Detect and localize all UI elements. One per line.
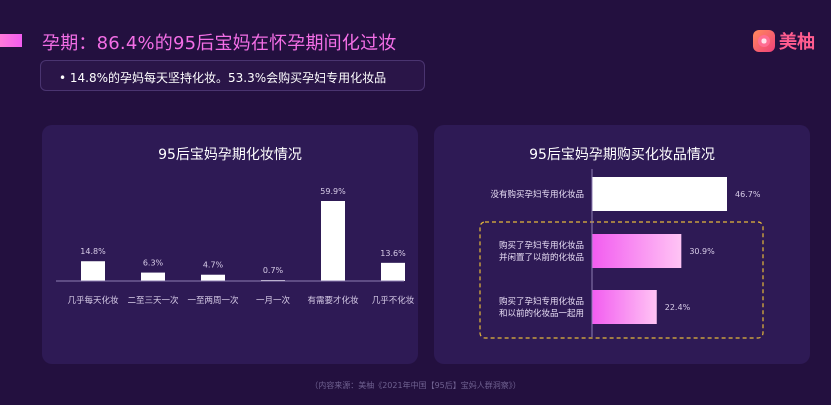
value-label: 13.6% xyxy=(380,249,406,258)
bar xyxy=(592,234,682,268)
value-label: 30.9% xyxy=(689,247,715,256)
category-label: 有需要才化妆 xyxy=(307,295,359,306)
source-footnote: （内容来源：美柚《2021年中国【95后】宝妈人群洞察》） xyxy=(310,381,521,390)
category-label: 几乎不化妆 xyxy=(372,295,415,306)
category-label: 一月一次 xyxy=(256,295,291,306)
makeup-frequency-chart: 14.8% 几乎每天化妆 6.3% 二至三天一次 4.7% 一至两周一次 0.7% 一月一次 5… xyxy=(56,187,415,306)
value-label: 22.4% xyxy=(665,303,691,312)
bar xyxy=(201,274,225,281)
summary-box: • 14.8%的孕妈每天坚持化妆。53.3%会购买孕妇专用化妆品 xyxy=(40,60,425,91)
brand-logo: 美柚 xyxy=(753,28,815,54)
category-label: 几乎每天化妆 xyxy=(67,295,119,306)
value-label: 4.7% xyxy=(203,261,224,270)
category-label: 一至两周一次 xyxy=(187,295,239,306)
bar xyxy=(381,262,405,281)
summary-text: • 14.8%的孕妈每天坚持化妆。53.3%会购买孕妇专用化妆品 xyxy=(59,71,387,85)
bar xyxy=(592,177,727,211)
value-label: 59.9% xyxy=(320,187,346,196)
purchase-chart: 46.7% 没有购买孕妇专用化妆品 30.9% 购买了孕妇专用化妆品并闲置了以前的化妆… xyxy=(479,169,764,339)
purchase-panel: 95后宝妈孕期购买化妆品情况 46.7% 没有购买孕妇专用化妆品 30.9% 购买了孕… xyxy=(434,125,810,364)
bar xyxy=(321,201,345,281)
bar xyxy=(81,261,105,281)
value-label: 0.7% xyxy=(263,266,284,275)
highlight-box xyxy=(479,221,764,339)
value-label: 6.3% xyxy=(143,259,164,268)
category-label: 二至三天一次 xyxy=(127,295,179,306)
category-label: 和以前的化妆品一起用 xyxy=(499,308,584,319)
category-label: 并闲置了以前的化妆品 xyxy=(499,252,584,263)
value-label: 14.8% xyxy=(80,247,106,256)
bar xyxy=(592,290,657,324)
value-label: 46.7% xyxy=(735,190,761,199)
bar xyxy=(141,272,165,281)
title-accent-bar xyxy=(0,34,22,47)
makeup-frequency-panel: 95后宝妈孕期化妆情况 14.8% 几乎每天化妆 6.3% 二至三天一次 4.7% 一至两… xyxy=(42,125,418,364)
page-title: 孕期：86.4%的95后宝妈在怀孕期间化过妆 xyxy=(42,33,397,54)
chart-title: 95后宝妈孕期购买化妆品情况 xyxy=(529,147,715,163)
brand-name: 美柚 xyxy=(779,32,815,53)
category-label: 购买了孕妇专用化妆品 xyxy=(499,296,584,307)
category-label: 购买了孕妇专用化妆品 xyxy=(499,240,584,251)
grapefruit-logo-icon xyxy=(753,30,775,52)
chart-title: 95后宝妈孕期化妆情况 xyxy=(158,147,302,163)
category-label: 没有购买孕妇专用化妆品 xyxy=(490,189,584,200)
